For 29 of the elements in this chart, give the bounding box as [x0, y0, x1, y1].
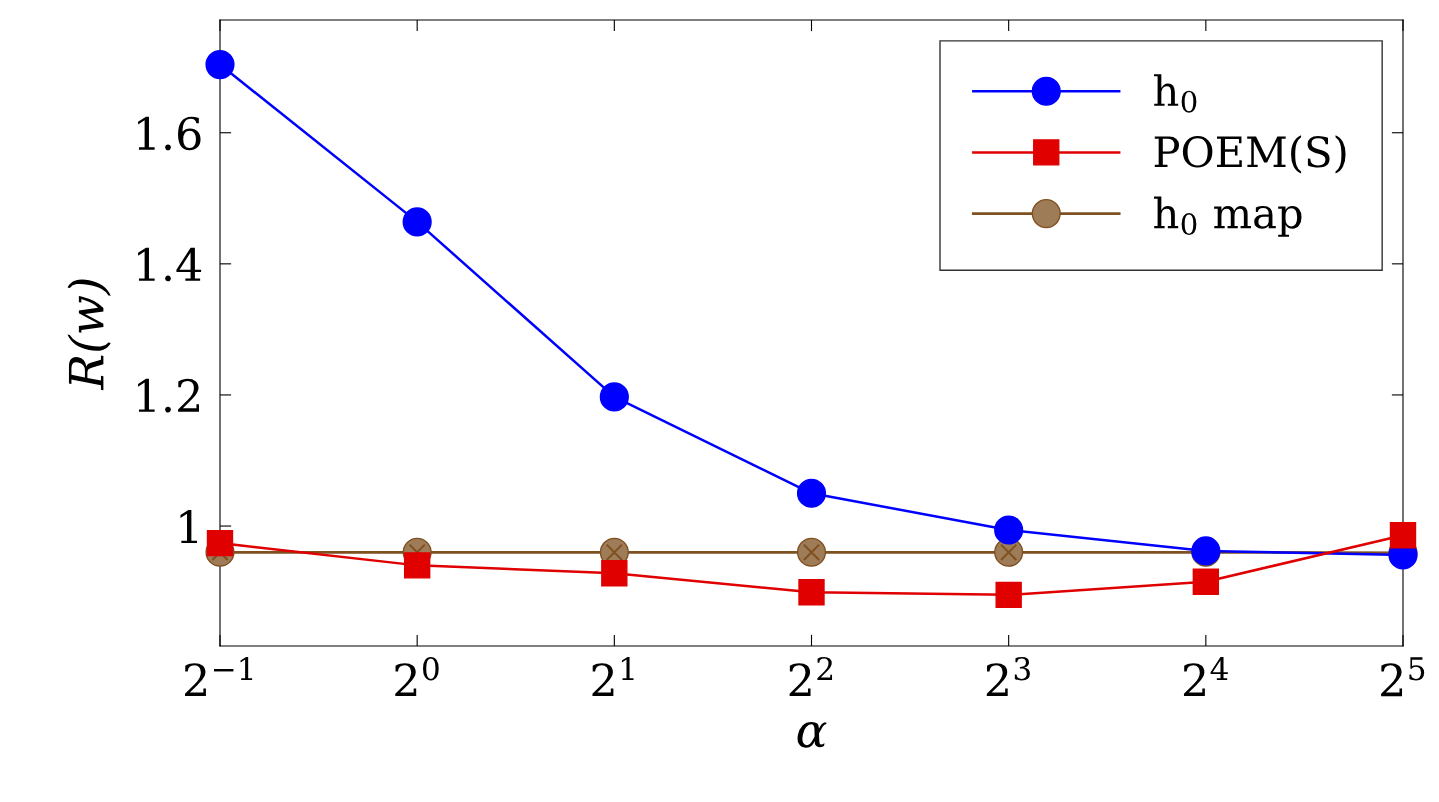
legend-label: h$_{0}$ — [1154, 74, 1197, 113]
x-tick-label: 2$^{1}$ — [592, 656, 634, 697]
x-tick-label: 2$^{4}$ — [1183, 656, 1228, 697]
y-tick-label: 1.6 — [138, 116, 201, 151]
point — [995, 581, 1022, 609]
y-tick-label: 1 — [180, 509, 198, 543]
point — [796, 478, 827, 508]
point — [403, 552, 431, 579]
y-tick-label: 1.4 — [138, 247, 202, 282]
point — [796, 537, 827, 567]
x-tick-label: 2$^{5}$ — [1381, 657, 1425, 697]
y-axis-title: R(w) — [67, 279, 111, 391]
x-tick-label: 2$^{2}$ — [789, 656, 833, 697]
point — [205, 49, 235, 80]
x-axis-title: α — [797, 721, 827, 748]
point — [599, 382, 629, 412]
legend-label: h$_{0}$ map — [1154, 196, 1302, 237]
point — [402, 207, 432, 237]
point — [601, 560, 628, 587]
point — [994, 515, 1024, 545]
x-tick-label: 2$^{0}$ — [395, 656, 439, 697]
legend-label: POEM(S) — [1154, 135, 1346, 174]
x-tick-label: 2$^{3}$ — [986, 656, 1030, 697]
y-tick-label: 1.2 — [138, 378, 199, 413]
point — [798, 579, 825, 606]
point — [1389, 522, 1417, 549]
x-tick-label: 2$^{−1}$ — [185, 656, 253, 697]
point — [206, 529, 234, 557]
point — [1192, 568, 1220, 595]
